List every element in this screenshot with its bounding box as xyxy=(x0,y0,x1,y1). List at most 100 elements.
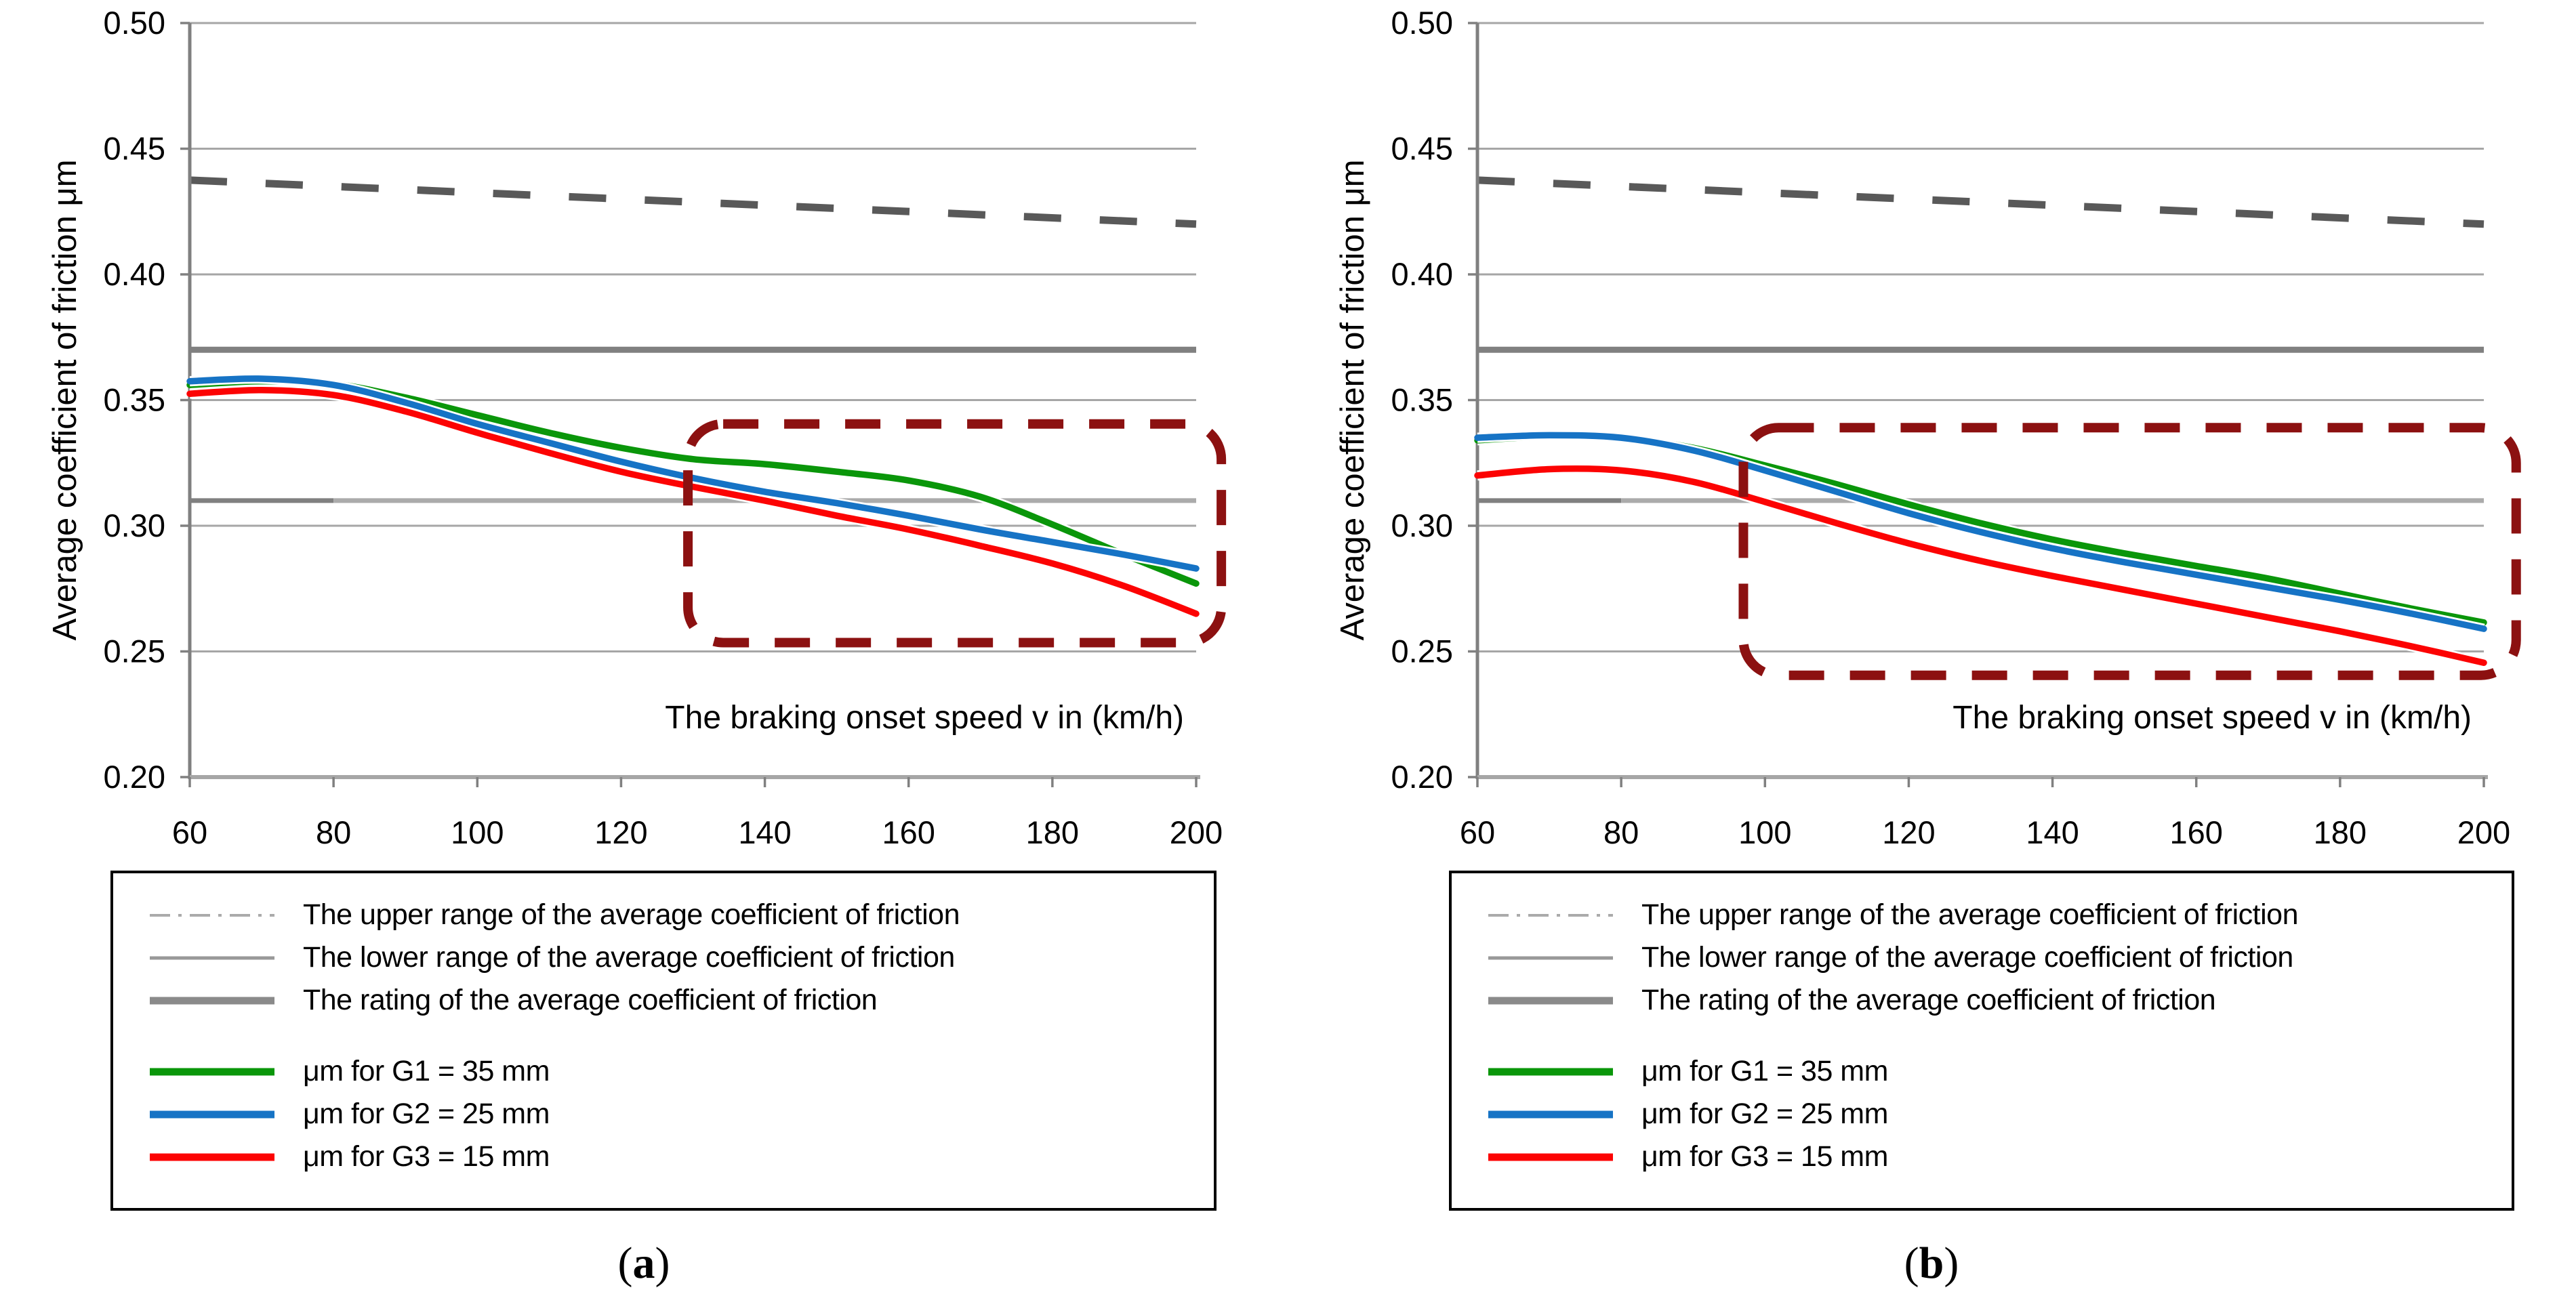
legend-item-label: μm for G2 = 25 mm xyxy=(1641,1098,1888,1130)
x-tick-label-120: 120 xyxy=(1882,814,1935,850)
caption-b-close: ) xyxy=(1944,1238,1959,1288)
x-tick-label-80: 80 xyxy=(1603,814,1639,850)
y-tick-label-0.20: 0.20 xyxy=(1391,759,1453,795)
legend-line-swatch xyxy=(1487,993,1614,1008)
series-casing-2 xyxy=(1477,463,2485,668)
legend-item-label: The rating of the average coefficient of… xyxy=(1641,984,2216,1016)
series-line-1 xyxy=(186,375,1200,572)
legend-line-swatch xyxy=(148,993,276,1008)
legend-item-1: The lower range of the average coefficie… xyxy=(1487,936,2498,979)
caption-b-letter: b xyxy=(1919,1238,1944,1288)
legend-swatch-icon xyxy=(150,956,274,959)
x-tick-label-200: 200 xyxy=(1170,814,1223,850)
legend-item-0: The upper range of the average coefficie… xyxy=(1487,894,2498,936)
legend-item-label: μm for G3 = 15 mm xyxy=(1641,1140,1888,1173)
x-tick-label-80: 80 xyxy=(316,814,351,850)
legend-item-4: μm for G2 = 25 mm xyxy=(148,1093,1200,1135)
x-tick-label-180: 180 xyxy=(1026,814,1079,850)
legend-item-1: The lower range of the average coefficie… xyxy=(148,936,1200,979)
legend-item-label: The upper range of the average coefficie… xyxy=(1641,898,2299,931)
y-tick-label-0.45: 0.45 xyxy=(104,131,165,167)
legend-item-2: The rating of the average coefficient of… xyxy=(1487,979,2498,1022)
legend-item-3: μm for G1 = 35 mm xyxy=(148,1050,1200,1093)
y-tick-label-0.25: 0.25 xyxy=(104,633,165,669)
legend-item-4: μm for G2 = 25 mm xyxy=(1487,1093,2498,1135)
legend-line-swatch xyxy=(148,1150,276,1165)
legend-swatch-icon xyxy=(1488,913,1613,917)
legend-item-label: μm for G2 = 25 mm xyxy=(303,1098,550,1130)
legend-item-3: μm for G1 = 35 mm xyxy=(1487,1050,2498,1093)
chart-panel-b: 0.50 0.45 0.40 0.35 0.30 0.25 0.20 60 80 100 120 14… xyxy=(1288,0,2575,1297)
upper-range-line xyxy=(189,176,1197,228)
legend-line-swatch xyxy=(148,908,276,923)
caption-a-letter: a xyxy=(632,1238,655,1288)
y-tick-label-0.50: 0.50 xyxy=(104,5,165,41)
legend-item-0: The upper range of the average coefficie… xyxy=(148,894,1200,936)
upper-range-line xyxy=(1477,176,2485,228)
x-tick-label-160: 160 xyxy=(2170,814,2223,850)
series-line-2 xyxy=(1474,465,2487,666)
legend-line-swatch xyxy=(1487,908,1614,923)
y-tick-label-0.40: 0.40 xyxy=(1391,256,1453,292)
x-axis-title: The braking onset speed v in (km/h) xyxy=(1953,700,2472,736)
legend-item-5: μm for G3 = 15 mm xyxy=(148,1135,1200,1178)
x-axis-title: The braking onset speed v in (km/h) xyxy=(665,700,1184,736)
legend-swatch-icon xyxy=(1488,1153,1613,1161)
legend-item-label: The lower range of the average coefficie… xyxy=(1641,941,2293,974)
legend-line-swatch xyxy=(1487,1107,1614,1122)
legend-item-5: μm for G3 = 15 mm xyxy=(1487,1135,2498,1178)
legend-swatch-icon xyxy=(150,997,274,1004)
y-tick-label-0.45: 0.45 xyxy=(1391,131,1453,167)
y-tick-label-0.50: 0.50 xyxy=(1391,5,1453,41)
caption-a-open: ( xyxy=(617,1238,633,1288)
x-tick-label-140: 140 xyxy=(2026,814,2079,850)
caption-a: (a) xyxy=(0,1230,1288,1297)
legend-line-swatch xyxy=(148,1107,276,1122)
legend-item-label: The rating of the average coefficient of… xyxy=(303,984,878,1016)
caption-a-close: ) xyxy=(655,1238,670,1288)
legend-item-label: μm for G1 = 35 mm xyxy=(1641,1055,1888,1087)
legend-line-swatch xyxy=(148,951,276,965)
legend-item-label: The upper range of the average coefficie… xyxy=(303,898,960,931)
x-tick-label-160: 160 xyxy=(882,814,935,850)
legend-item-2: The rating of the average coefficient of… xyxy=(148,979,1200,1022)
legend-swatch-icon xyxy=(1488,1110,1613,1118)
y-tick-label-0.20: 0.20 xyxy=(104,759,165,795)
legend-line-swatch xyxy=(148,1064,276,1079)
series-line-1 xyxy=(1474,432,2487,632)
x-tick-label-120: 120 xyxy=(594,814,647,850)
legend-swatch-icon xyxy=(1488,1068,1613,1075)
legend-line-swatch xyxy=(1487,1064,1614,1079)
y-tick-label-0.35: 0.35 xyxy=(1391,382,1453,418)
x-tick-label-60: 60 xyxy=(172,814,207,850)
y-tick-label-0.35: 0.35 xyxy=(104,382,165,418)
x-tick-label-100: 100 xyxy=(451,814,504,850)
legend-swatch-icon xyxy=(150,1110,274,1118)
y-tick-label-0.40: 0.40 xyxy=(104,256,165,292)
legend-line-swatch xyxy=(1487,1150,1614,1165)
chart-panel-a: 0.50 0.45 0.40 0.35 0.30 0.25 0.20 60 80 100 120 14… xyxy=(0,0,1288,1297)
legend-line-swatch xyxy=(1487,951,1614,965)
y-tick-label-0.25: 0.25 xyxy=(1391,633,1453,669)
caption-b: (b) xyxy=(1288,1230,2575,1297)
legend-item-label: μm for G3 = 15 mm xyxy=(303,1140,550,1173)
legend-swatch-icon xyxy=(150,1068,274,1075)
x-tick-label-60: 60 xyxy=(1460,814,1495,850)
chart-b: 0.50 0.45 0.40 0.35 0.30 0.25 0.20 60 80 100 120 14… xyxy=(1288,0,2575,871)
highlight-box xyxy=(1738,423,2521,680)
x-tick-label-140: 140 xyxy=(738,814,791,850)
y-axis-title: Average coefficient of friction μm xyxy=(47,159,83,640)
highlight-box xyxy=(683,419,1227,648)
x-tick-label-180: 180 xyxy=(2314,814,2367,850)
caption-b-open: ( xyxy=(1904,1238,1919,1288)
y-axis-title: Average coefficient of friction μm xyxy=(1334,159,1371,640)
legend-swatch-icon xyxy=(1488,997,1613,1004)
y-tick-label-0.30: 0.30 xyxy=(1391,507,1453,543)
legend-swatch-icon xyxy=(1488,956,1613,959)
y-tick-label-0.30: 0.30 xyxy=(104,507,165,543)
legend-b: The upper range of the average coefficie… xyxy=(1449,871,2514,1211)
legend-item-label: μm for G1 = 35 mm xyxy=(303,1055,550,1087)
